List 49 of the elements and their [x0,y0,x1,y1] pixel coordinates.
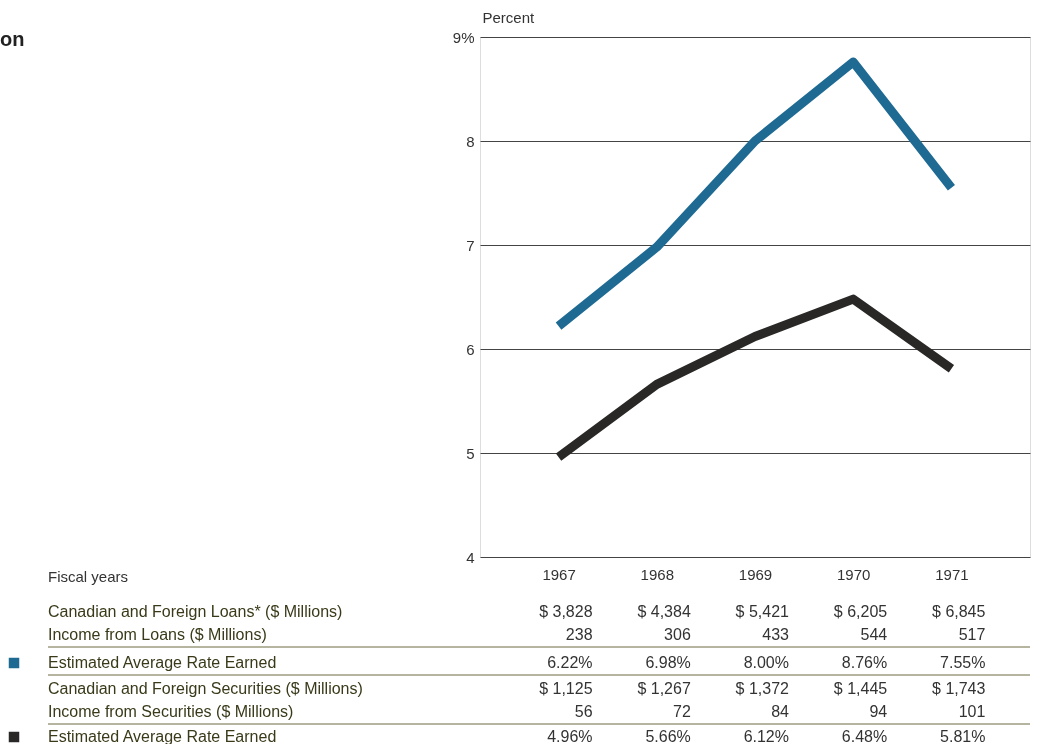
text: $ 1,372 [735,680,790,697]
data-label: 6.98% [645,654,691,671]
text: 84 [771,703,790,720]
text: $ 4,384 [637,603,691,620]
data-label: 6.12% [743,728,789,744]
x-tick-label: 1971 [935,565,969,583]
y-tick-label: 6 [466,340,475,358]
data-label: 6.48% [841,728,888,744]
text: 238 [565,626,593,643]
text: $ 3,828 [539,603,593,620]
legend-label: Estimated Average Rate Earned [48,654,277,671]
y-tick-label: 8 [466,132,475,150]
text: on [0,28,25,50]
y-tick-label: 5 [466,444,475,462]
y-tick-label: 9% [452,28,475,46]
text: $ 1,125 [539,680,593,697]
text: 517 [958,626,986,643]
text: 544 [860,626,888,643]
data-label: 5.66% [645,728,691,744]
data-label: 5.81% [940,728,986,744]
y-tick-label: 7 [466,236,475,254]
text: 433 [762,626,790,643]
text: $ 1,445 [833,680,888,697]
data-label: 6.22% [547,654,593,671]
text: 101 [958,703,986,720]
data-label: 8.00% [743,654,789,671]
text: Canadian and Foreign Securities ($ Millions) [48,680,363,697]
y-tick-label: 4 [466,548,475,566]
y-axis-title: Percent [482,8,536,26]
text: $ 1,267 [637,680,691,697]
text: Canadian and Foreign Loans* ($ Millions) [48,603,343,620]
x-tick-label: 1968 [640,565,674,583]
text: Fiscal years [48,568,129,585]
text: $ 6,205 [833,603,888,620]
text: Income from Loans ($ Millions) [48,626,267,643]
text: Income from Securities ($ Millions) [48,703,294,720]
x-tick-label: 1970 [837,565,871,583]
data-label: 7.55% [940,654,986,671]
text: $ 6,845 [932,603,986,620]
text: 94 [869,703,888,720]
text: $ 5,421 [735,603,790,620]
data-label: 8.76% [841,654,888,671]
data-label: 4.96% [547,728,593,744]
text: 56 [574,703,593,720]
x-tick-label: 1969 [738,565,773,583]
text: 306 [664,626,691,643]
x-tick-label: 1967 [542,565,576,583]
text: 72 [672,703,691,720]
text: $ 1,743 [932,680,986,697]
